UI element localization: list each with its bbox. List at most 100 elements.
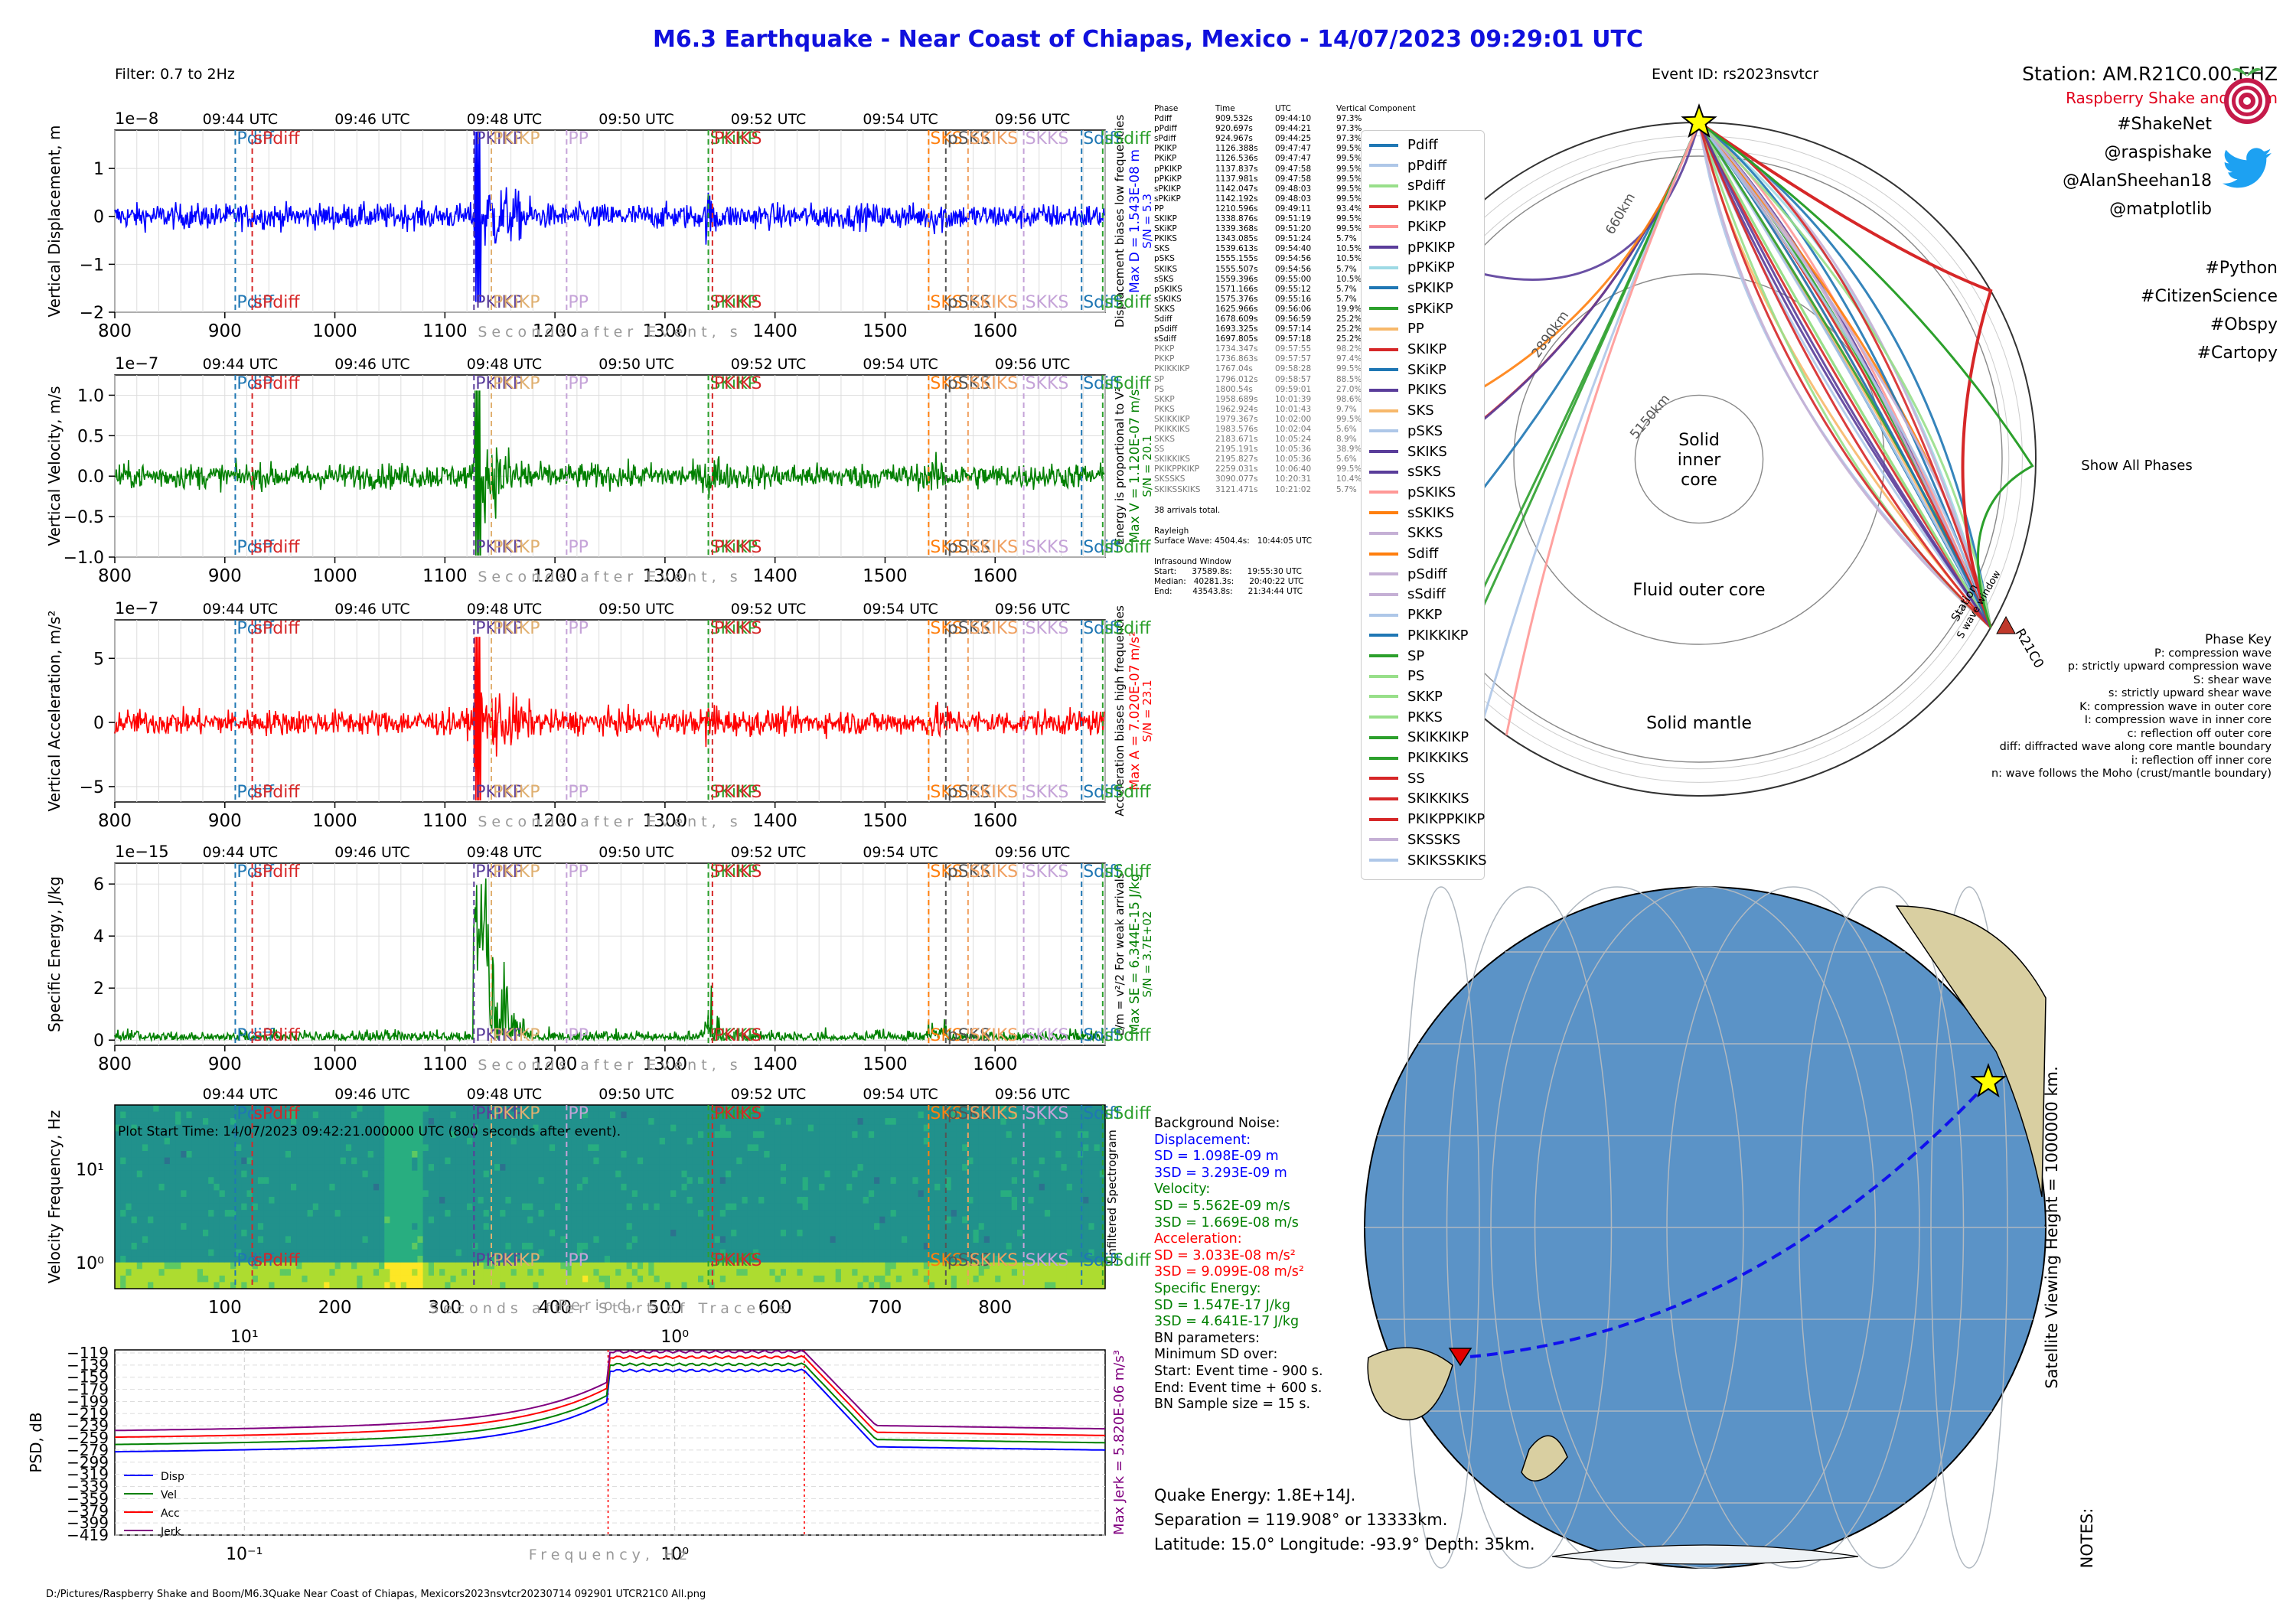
spectrogram-cell (736, 1111, 743, 1119)
spectrogram-cell (814, 1203, 820, 1211)
spectrogram-cell (219, 1157, 226, 1165)
spectrogram-cell (807, 1157, 814, 1165)
spectrogram-cell (885, 1262, 892, 1270)
spectrogram-cell (153, 1256, 160, 1263)
spectrogram-cell (962, 1170, 968, 1178)
spectrogram-cell (538, 1157, 545, 1165)
spectrogram-cell (631, 1269, 638, 1276)
spectrogram-cell (505, 1282, 512, 1289)
spectrogram-cell (422, 1151, 429, 1159)
spectrogram-cell (395, 1262, 402, 1270)
spectrogram-cell (709, 1137, 716, 1146)
spectrogram-cell (543, 1216, 550, 1224)
spectrogram-cell (538, 1249, 545, 1257)
spectrogram-cell (802, 1137, 809, 1146)
spectrogram-cell (175, 1183, 181, 1191)
spectrogram-cell (588, 1275, 594, 1283)
spectrogram-cell (681, 1183, 688, 1191)
spectrogram-cell (186, 1210, 193, 1217)
spectrogram-cell (291, 1131, 297, 1139)
spectrogram-cell (621, 1111, 628, 1119)
spectrogram-cell (978, 1210, 985, 1217)
phase-marker-label: pSKS (947, 783, 990, 802)
spectrogram-cell (522, 1203, 528, 1211)
spectrogram-cell (868, 1177, 875, 1185)
spectrogram-cell (269, 1177, 276, 1185)
spectrogram-cell (990, 1151, 996, 1159)
spectrogram-cell (428, 1236, 435, 1244)
spectrogram-cell (824, 1249, 831, 1257)
spectrogram-cell (274, 1111, 281, 1119)
spectrogram-cell (357, 1118, 364, 1126)
spectrogram-cell (719, 1210, 726, 1217)
spectrogram-cell (510, 1190, 517, 1198)
spectrogram-cell (923, 1137, 930, 1146)
spectrogram-cell (412, 1157, 418, 1165)
spectrogram-cell (357, 1111, 364, 1119)
spectrogram-cell (802, 1223, 809, 1231)
spectrogram-cell (115, 1190, 121, 1198)
spectrogram-cell (621, 1157, 628, 1165)
spectrogram-cell (241, 1216, 248, 1224)
spectrogram-cell (769, 1243, 776, 1250)
spectrogram-cell (726, 1210, 732, 1217)
spectrogram-cell (417, 1275, 424, 1283)
spectrogram-cell (598, 1111, 605, 1119)
spectrogram-cell (533, 1124, 540, 1132)
spectrogram-cell (863, 1223, 869, 1231)
spectrogram-cell (461, 1275, 468, 1283)
spectrogram-cell (131, 1105, 138, 1113)
spectrogram-cell (907, 1236, 913, 1244)
spectrogram-cell (852, 1183, 859, 1191)
spectrogram-cell (115, 1282, 121, 1289)
spectrogram-cell (494, 1124, 501, 1132)
spectrogram-cell (929, 1177, 935, 1185)
spectrogram-cell (940, 1256, 947, 1263)
x-axis-label: Seconds after Event, s (478, 569, 742, 585)
spectrogram-cell (203, 1262, 209, 1270)
spectrogram-cell (907, 1275, 913, 1283)
spectrogram-cell (434, 1203, 440, 1211)
spectrogram-cell (692, 1210, 699, 1217)
spectrogram-cell (659, 1118, 666, 1126)
spectrogram-cell (312, 1177, 319, 1185)
spectrogram-cell (830, 1229, 837, 1237)
spectrogram-cell (775, 1243, 781, 1250)
spectrogram-cell (296, 1243, 302, 1250)
spectrogram-cell (400, 1269, 407, 1276)
spectrogram-cell (224, 1262, 231, 1270)
spectrogram-cell (840, 1249, 847, 1257)
spectrogram-cell (736, 1190, 743, 1198)
spectrogram-cell (197, 1190, 204, 1198)
spectrogram-cell (488, 1137, 495, 1146)
spectrogram-cell (445, 1144, 452, 1152)
spectrogram-cell (467, 1203, 473, 1211)
spectrogram-cell (153, 1229, 160, 1237)
spectrogram-cell (929, 1157, 935, 1165)
spectrogram-cell (219, 1190, 226, 1198)
spectrogram-cell (252, 1275, 259, 1283)
spectrogram-cell (814, 1151, 820, 1159)
spectrogram-cell (422, 1157, 429, 1165)
spectrogram-cell (973, 1118, 980, 1126)
spectrogram-cell (115, 1157, 121, 1165)
spectrogram-cell (175, 1137, 181, 1146)
phase-marker-label: SKiKP (710, 1026, 758, 1045)
spectrogram-cell (879, 1282, 886, 1289)
spectrogram-cell (631, 1210, 638, 1217)
spectrogram-cell (236, 1124, 242, 1132)
spectrogram-cell (296, 1190, 302, 1198)
spectrogram-cell (962, 1105, 968, 1113)
spectrogram-cell (191, 1118, 198, 1126)
spectrogram-cell (593, 1262, 600, 1270)
spectrogram-cell (857, 1210, 864, 1217)
spectrogram-cell (422, 1105, 429, 1113)
spectrogram-cell (329, 1249, 336, 1257)
spectrogram-cell (742, 1144, 748, 1152)
spectrogram-cell (384, 1210, 391, 1217)
spectrogram-cell (615, 1118, 621, 1126)
spectrogram-cell (775, 1105, 781, 1113)
spectrogram-cell (246, 1249, 253, 1257)
spectrogram-cell (379, 1229, 385, 1237)
spectrogram-cell (351, 1144, 357, 1152)
